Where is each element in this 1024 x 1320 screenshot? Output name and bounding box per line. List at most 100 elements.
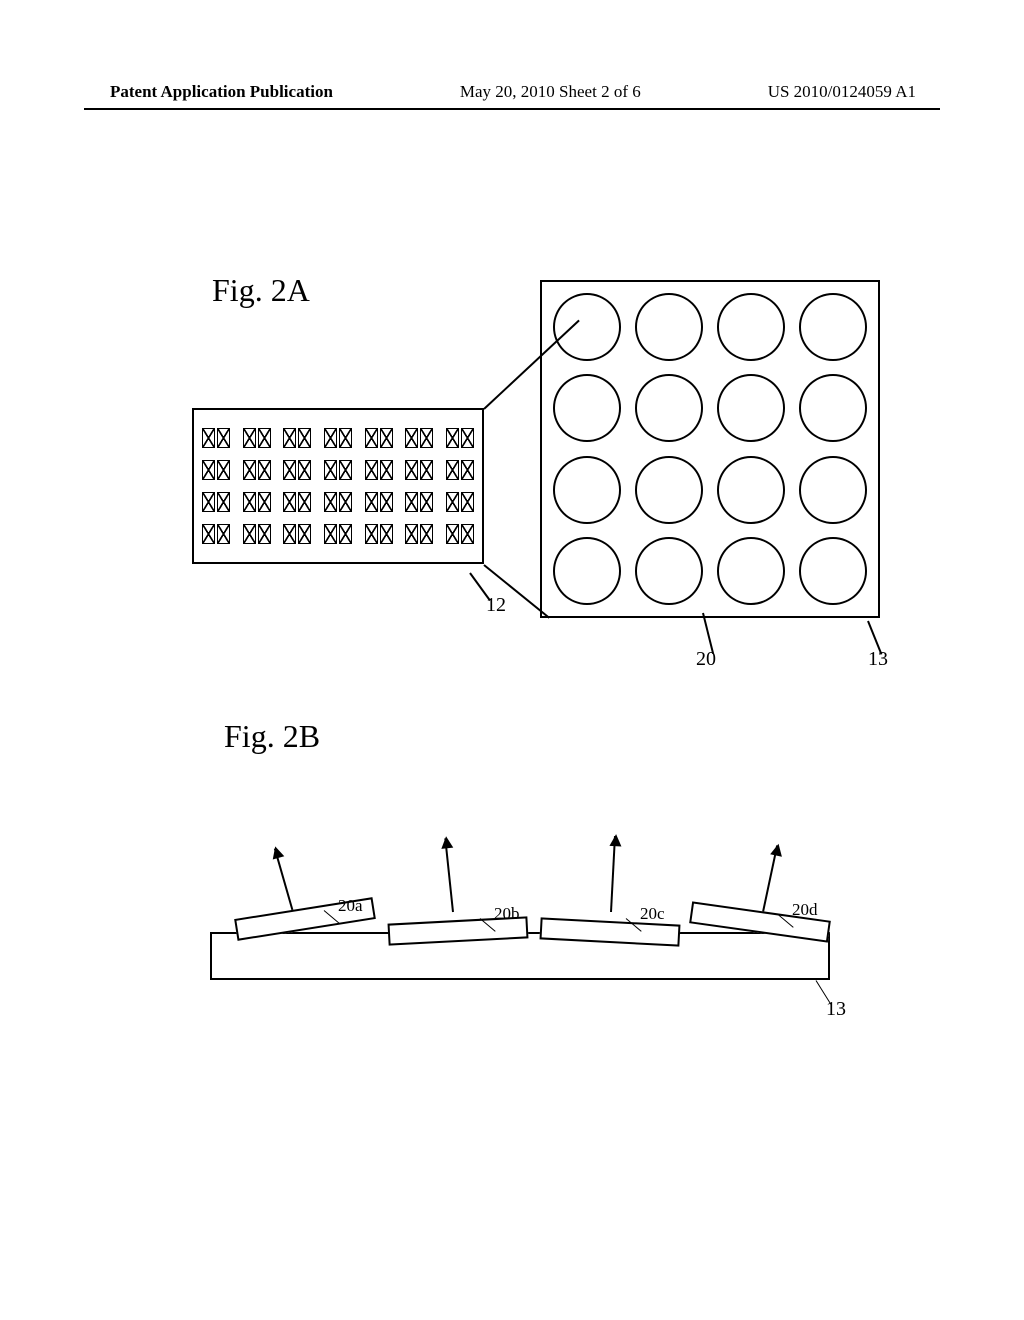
lens-cell [628,286,710,368]
chip-die [202,460,215,480]
chip-die [243,428,256,448]
lens-cell [546,449,628,531]
chip-die [420,460,433,480]
chip-die [258,492,271,512]
chip-unit [243,428,271,448]
lens-cell [710,449,792,531]
lens-cell [546,286,628,368]
lens-cell [792,286,874,368]
chip-die [380,524,393,544]
lens-circle [799,293,868,361]
chip-unit [243,492,271,512]
header-rule [84,108,940,110]
chip-die [405,460,418,480]
chip-unit [283,428,311,448]
chip-unit [283,492,311,512]
chip-die [258,460,271,480]
lens-cell [710,531,792,613]
chip-die [380,460,393,480]
chip-unit [365,492,393,512]
header-right: US 2010/0124059 A1 [768,82,916,102]
chip-die [298,460,311,480]
header-center: May 20, 2010 Sheet 2 of 6 [460,82,641,102]
chip-die [243,524,256,544]
lens-circle [717,537,786,605]
chip-unit [202,460,230,480]
chip-unit [202,492,230,512]
emission-arrow [274,848,294,912]
lens-cell [546,368,628,450]
ref-20b: 20b [494,904,520,924]
chip-die [324,492,337,512]
chip-die [365,460,378,480]
chip-unit [405,460,433,480]
chip-die [324,460,337,480]
chip-die [298,492,311,512]
chip-die [258,524,271,544]
lens-cell [628,449,710,531]
page-header: Patent Application Publication May 20, 2… [0,82,1024,102]
chip-die [446,428,459,448]
lens-cell [710,286,792,368]
lens-circle [635,456,704,524]
chip-die [365,524,378,544]
lens-circle [799,374,868,442]
figure-2b-label: Fig. 2B [224,718,320,755]
chip-die [461,428,474,448]
chip-die [461,460,474,480]
chip-die [446,524,459,544]
lens-cell [710,368,792,450]
lens-grid [542,282,878,616]
chip-unit [405,492,433,512]
chip-unit [324,524,352,544]
lens-cell [792,368,874,450]
chip-row [202,492,474,512]
lens-circle [717,293,786,361]
chip-unit [324,492,352,512]
chip-die [420,428,433,448]
chip-die [324,524,337,544]
chip-die [380,428,393,448]
chip-unit [446,460,474,480]
chip-unit [446,524,474,544]
emission-arrow [762,845,778,912]
lens-cell [792,449,874,531]
chip-die [217,492,230,512]
substrate-13 [210,932,830,980]
lens-circle [717,456,786,524]
chip-die [258,428,271,448]
lens-circle [799,537,868,605]
chip-unit [446,428,474,448]
chip-die [446,460,459,480]
chip-die [405,428,418,448]
chip-unit [405,428,433,448]
chip-die [283,460,296,480]
lens-circle [635,537,704,605]
chip-die [339,460,352,480]
emission-arrow [444,838,454,912]
chip-array-panel [192,408,484,564]
chip-die [202,524,215,544]
chip-die [243,492,256,512]
lens-circle [553,456,622,524]
chip-row [202,460,474,480]
chip-unit [283,524,311,544]
chip-unit [365,460,393,480]
chip-die [202,428,215,448]
chip-die [324,428,337,448]
figure-2b: 13 20a20b20c20d [200,800,840,1020]
chip-unit [202,428,230,448]
chip-unit [446,492,474,512]
ref-20: 20 [696,648,716,671]
header-left: Patent Application Publication [110,82,333,102]
chip-die [365,492,378,512]
chip-die [283,524,296,544]
lens-cell [628,531,710,613]
lens-circle [553,374,622,442]
lens-circle [717,374,786,442]
chip-unit [202,524,230,544]
lens-circle [553,537,622,605]
chip-unit [324,460,352,480]
chip-unit [243,460,271,480]
chip-die [339,492,352,512]
